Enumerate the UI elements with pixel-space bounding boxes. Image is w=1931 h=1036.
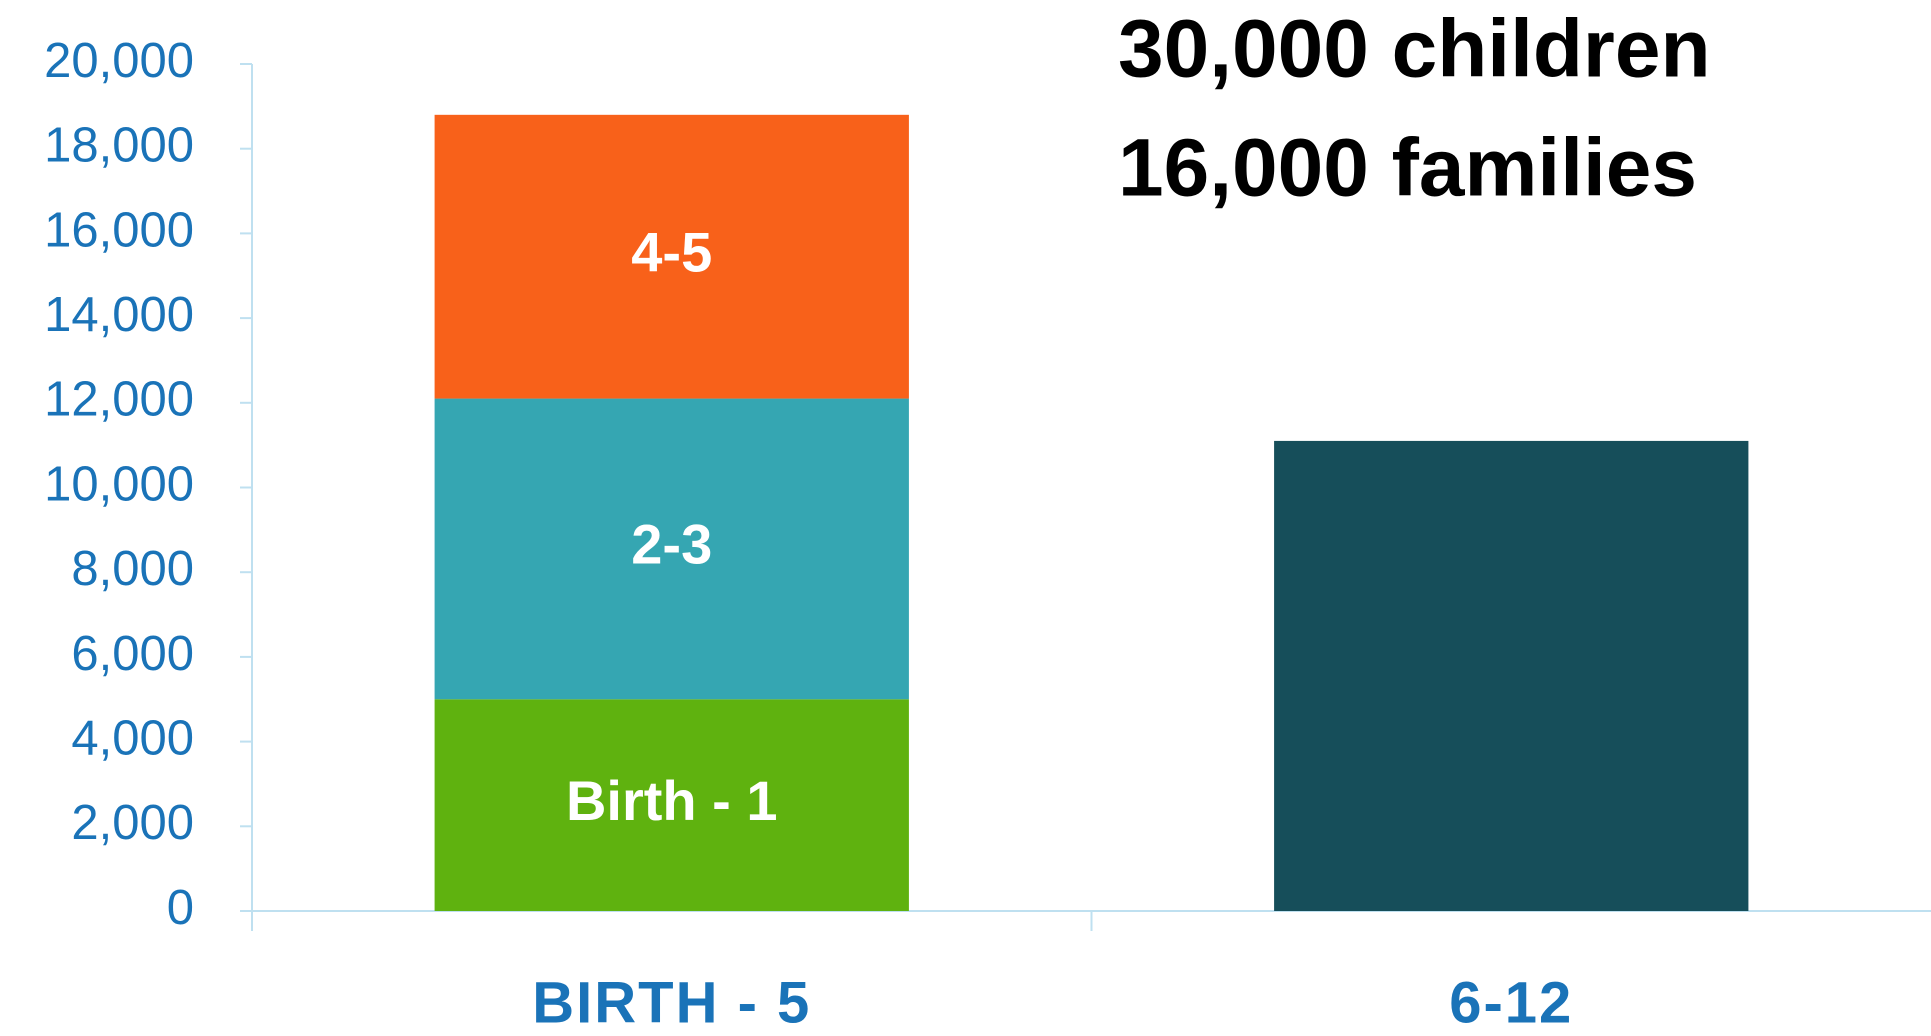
y-tick-label: 10,000 <box>44 457 194 511</box>
y-tick-label: 18,000 <box>44 119 194 173</box>
y-tick-label: 14,000 <box>44 288 194 342</box>
y-tick-label: 16,000 <box>44 203 194 257</box>
bar-segment <box>434 398 909 700</box>
annotation: 30,000 children <box>1118 4 1711 95</box>
x-tick-label: BIRTH - 5 <box>532 970 811 1035</box>
y-tick-label: 12,000 <box>44 373 194 427</box>
y-tick-label: 2,000 <box>71 796 194 850</box>
y-tick-label: 6,000 <box>71 627 194 681</box>
y-tick-label: 8,000 <box>71 542 194 596</box>
y-tick-label: 20,000 <box>44 34 194 88</box>
segment-label: Birth - 1 <box>566 769 778 832</box>
bar-segment <box>434 114 909 399</box>
x-tick-label: 6-12 <box>1449 970 1573 1035</box>
segment-label: 2-3 <box>631 513 712 576</box>
bar-segment <box>434 699 909 911</box>
annotation: 16,000 families <box>1118 123 1697 214</box>
bar-segment <box>1274 440 1749 911</box>
segment-label: 4-5 <box>631 220 712 283</box>
y-tick-label: 0 <box>167 881 194 935</box>
y-tick-label: 4,000 <box>71 712 194 766</box>
